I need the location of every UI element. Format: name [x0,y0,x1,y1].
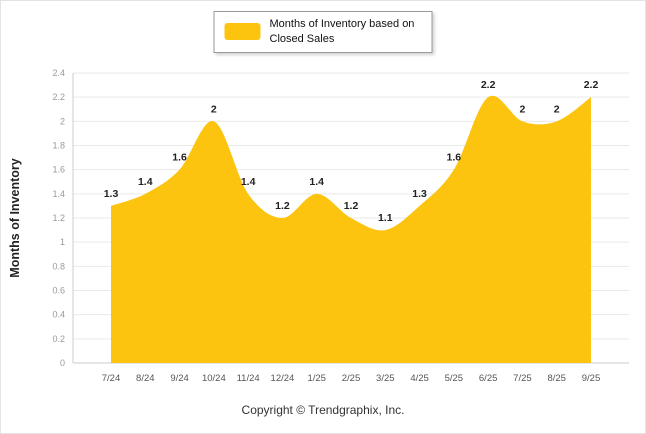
y-axis-tick-label: 1 [60,237,65,247]
y-axis-tick-label: 1.2 [52,213,65,223]
x-axis-label: 1/25 [307,373,326,384]
x-axis-label: 7/24 [102,373,121,384]
y-axis-tick-label: 0.4 [52,310,65,320]
point-label: 1.6 [172,152,187,164]
legend-swatch [224,23,261,41]
legend: Months of Inventory based on Closed Sale… [213,11,433,53]
point-label: 1.2 [275,200,290,212]
y-axis-tick-label: 0.6 [52,286,65,296]
x-axis-label: 9/25 [582,373,601,384]
point-label: 1.3 [104,188,119,200]
point-label: 2.2 [584,79,599,91]
x-axis-label: 2/25 [342,373,361,384]
y-axis-title: Months of Inventory [8,158,22,277]
point-label: 1.3 [412,188,427,200]
point-label: 2 [520,103,526,115]
x-axis-label: 12/24 [271,373,295,384]
point-label: 2 [211,103,217,115]
x-axis-label: 4/25 [410,373,429,384]
y-axis-tick-label: 1.6 [52,165,65,175]
y-axis-tick-label: 1.8 [52,141,65,151]
y-axis-tick-label: 2.4 [52,68,65,78]
x-axis-label: 8/24 [136,373,155,384]
point-label: 1.4 [138,176,153,188]
x-axis-label: 8/25 [547,373,566,384]
x-axis-label: 7/25 [513,373,532,384]
x-axis-label: 6/25 [479,373,498,384]
y-axis-tick-label: 0.2 [52,334,65,344]
legend-label: Months of Inventory based on Closed Sale… [269,18,415,45]
y-axis-tick-label: 0 [60,358,65,368]
point-label: 1.4 [309,176,324,188]
point-label: 1.1 [378,212,393,224]
x-axis-label: 9/24 [170,373,189,384]
copyright-text: Copyright © Trendgraphix, Inc. [241,403,405,417]
inventory-area-chart: 0 0.2 0.4 0.6 0.8 1 1.2 1.4 1.6 1.8 2 2.2 2.4 Months … [8,68,629,384]
point-label: 1.4 [241,176,256,188]
point-label: 1.6 [447,152,462,164]
point-label: 2 [554,103,560,115]
y-axis-tick-label: 2 [60,116,65,126]
x-axis-label: 3/25 [376,373,395,384]
y-axis-tick-label: 0.8 [52,261,65,271]
y-axis-tick-label: 2.2 [52,92,65,102]
x-axis-label: 10/24 [202,373,226,384]
y-axis-tick-label: 1.4 [52,189,65,199]
area-series[interactable] [111,95,591,364]
x-axis-label: 5/25 [445,373,464,384]
point-label: 2.2 [481,79,496,91]
x-axis-label: 11/24 [237,373,260,384]
point-label: 1.2 [344,200,359,212]
